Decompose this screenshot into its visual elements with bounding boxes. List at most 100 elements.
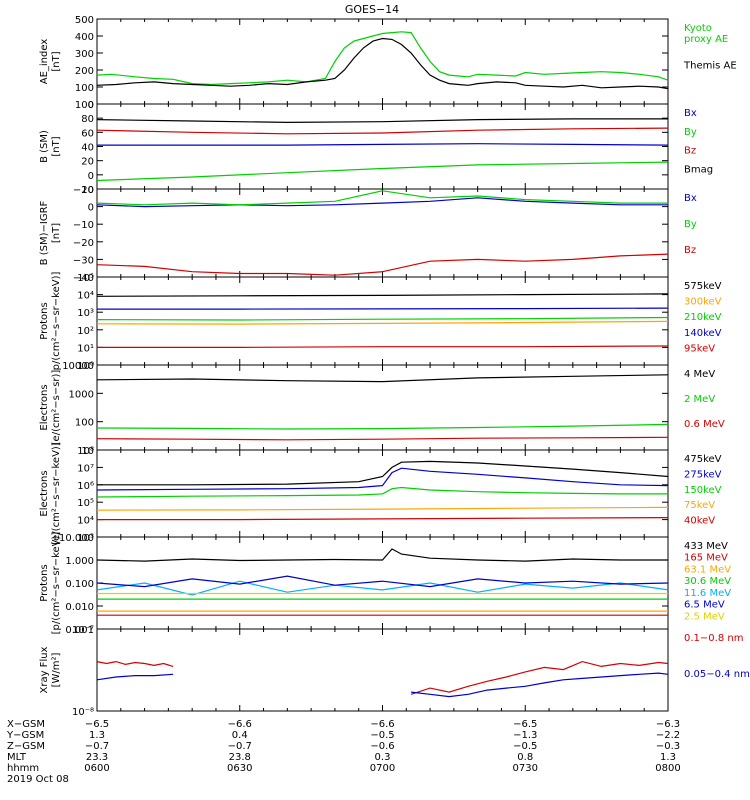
legend-entry: 0.05−0.4 nm	[684, 669, 750, 680]
x-tick-label: 0730	[513, 763, 538, 774]
y-tick-label: 0	[88, 100, 94, 111]
series-line-575kev	[96, 293, 669, 297]
x-tick-label: −6.3	[656, 719, 680, 730]
x-tick-label: −6.5	[85, 719, 109, 730]
series-line-40kev	[97, 516, 669, 521]
legend-entry: 30.6 MeV	[684, 576, 731, 587]
series-line-95kev	[97, 345, 669, 348]
legend-entry: Bmag	[684, 164, 713, 175]
legend-entry: proxy AE	[684, 34, 728, 45]
x-row-label: Y−GSM	[6, 730, 44, 741]
panel-frame	[96, 18, 669, 105]
legend-entry: 275keV	[684, 469, 722, 480]
legend-entry: Kyoto	[684, 23, 712, 34]
legend-entry: 575keV	[684, 281, 722, 292]
legend-entry: 4 MeV	[684, 369, 715, 380]
series-line-bmag	[96, 118, 668, 124]
y-axis-label: Protons	[39, 302, 50, 339]
y-axis-label: [nT]	[51, 51, 62, 71]
y-tick-label: 1.000	[65, 556, 94, 567]
y-tick-label: 10	[81, 446, 94, 457]
y-axis-label: B (SM)−IGRF	[39, 200, 50, 265]
y-tick-label: 0	[88, 203, 94, 214]
legend-entry: 75keV	[684, 500, 715, 511]
x-tick-label: −0.6	[370, 741, 394, 752]
legend-entry: Bx	[684, 108, 697, 119]
y-axis-label: [W/m²]	[51, 652, 62, 687]
y-axis-label: [nT]	[51, 223, 62, 243]
panel-protons_mev: 0.001 0.010 0.100 1.000 10.000 Protons [p/(cm²…	[39, 532, 731, 636]
panel-frame	[96, 628, 669, 712]
legend-entry: 6.5 MeV	[684, 600, 725, 611]
series-line-themis-ae	[96, 37, 669, 90]
y-tick-label: 0.001	[65, 625, 94, 636]
y-tick-label: 10⁶	[77, 481, 94, 492]
y-tick-label: 10³	[77, 533, 94, 544]
x-row-label: X−GSM	[7, 719, 45, 730]
y-tick-label: 10²	[77, 326, 94, 337]
y-axis-label: Xray Flux	[39, 646, 50, 693]
y-tick-label: 1000	[69, 389, 94, 400]
y-tick-label: −20	[73, 238, 94, 249]
y-tick-label: 100	[75, 83, 94, 94]
x-tick-label: 0700	[370, 763, 395, 774]
series-line-bx	[97, 143, 669, 146]
series-line-4-mev	[96, 374, 669, 383]
series-line-by	[96, 161, 669, 182]
y-axis-label: [p/(cm²−s−sr−keV)]	[51, 532, 62, 635]
y-tick-label: 0	[88, 171, 94, 182]
y-tick-label: −20	[73, 185, 94, 196]
x-tick-label: 0800	[655, 763, 680, 774]
legend-entry: 63.1 MeV	[684, 564, 731, 575]
x-tick-label: −0.3	[656, 741, 680, 752]
y-tick-label: 10⁵	[77, 498, 94, 509]
y-tick-label: 40	[81, 143, 94, 154]
panel-electrons_mev: 10 100 1000 10000 Electrons [e/(cm²−s−sr)] 4 M…	[39, 361, 725, 457]
series-line-300kev	[96, 320, 669, 325]
series-line-11-6-mev	[96, 580, 669, 596]
y-tick-label: 10⁴	[77, 516, 94, 527]
legend-entry: 40keV	[684, 516, 715, 527]
y-tick-label: 10⁴	[77, 291, 94, 302]
series-line-275kev	[96, 467, 669, 491]
x-row-label: hhmm	[7, 763, 39, 774]
y-tick-label: 10⁵	[77, 273, 94, 284]
y-axis-label: Electrons	[39, 470, 50, 516]
legend-entry: 300keV	[684, 297, 722, 308]
x-tick-label: 0630	[227, 763, 252, 774]
y-axis-label: B (SM)	[39, 130, 50, 163]
legend-entry: 433 MeV	[684, 541, 728, 552]
y-tick-label: 200	[75, 66, 94, 77]
y-tick-label: −30	[73, 255, 94, 266]
series-line-bz	[96, 253, 669, 276]
y-axis-label: Electrons	[39, 384, 50, 430]
y-tick-label: 400	[75, 32, 94, 43]
x-tick-label: 0.3	[375, 752, 391, 763]
y-tick-label: 500	[75, 15, 94, 26]
legend-entry: 11.6 MeV	[684, 588, 731, 599]
y-tick-label: 0.100	[65, 579, 94, 590]
x-tick-label: −0.7	[85, 741, 109, 752]
y-tick-label: 10⁻⁸	[72, 707, 94, 718]
legend-entry: 140keV	[684, 328, 722, 339]
x-tick-label: 23.3	[86, 752, 108, 763]
x-tick-label: 0600	[84, 763, 109, 774]
legend-entry: By	[684, 127, 697, 138]
x-tick-label: −0.5	[370, 730, 394, 741]
y-axis-label: Protons	[39, 564, 50, 601]
y-tick-label: 300	[75, 49, 94, 60]
panel-electrons_kev: 10³ 10⁴ 10⁵ 10⁶ 10⁷ 10⁸ Electrons [e/(cm²−s−sr−…	[39, 442, 722, 545]
panel-bigrf: −40 −30 −20 −10 0 10 B (SM)−IGRF [nT] Bx By Bz	[39, 185, 697, 284]
legend-entry: 95keV	[684, 343, 715, 354]
y-tick-label: 10⁷	[77, 463, 94, 474]
y-tick-label: −40	[73, 273, 94, 284]
series-line-150kev	[96, 486, 668, 498]
series-line-kyoto-proxy-ae	[96, 31, 669, 86]
panel-frame	[96, 276, 669, 366]
x-tick-label: 1.3	[660, 752, 676, 763]
